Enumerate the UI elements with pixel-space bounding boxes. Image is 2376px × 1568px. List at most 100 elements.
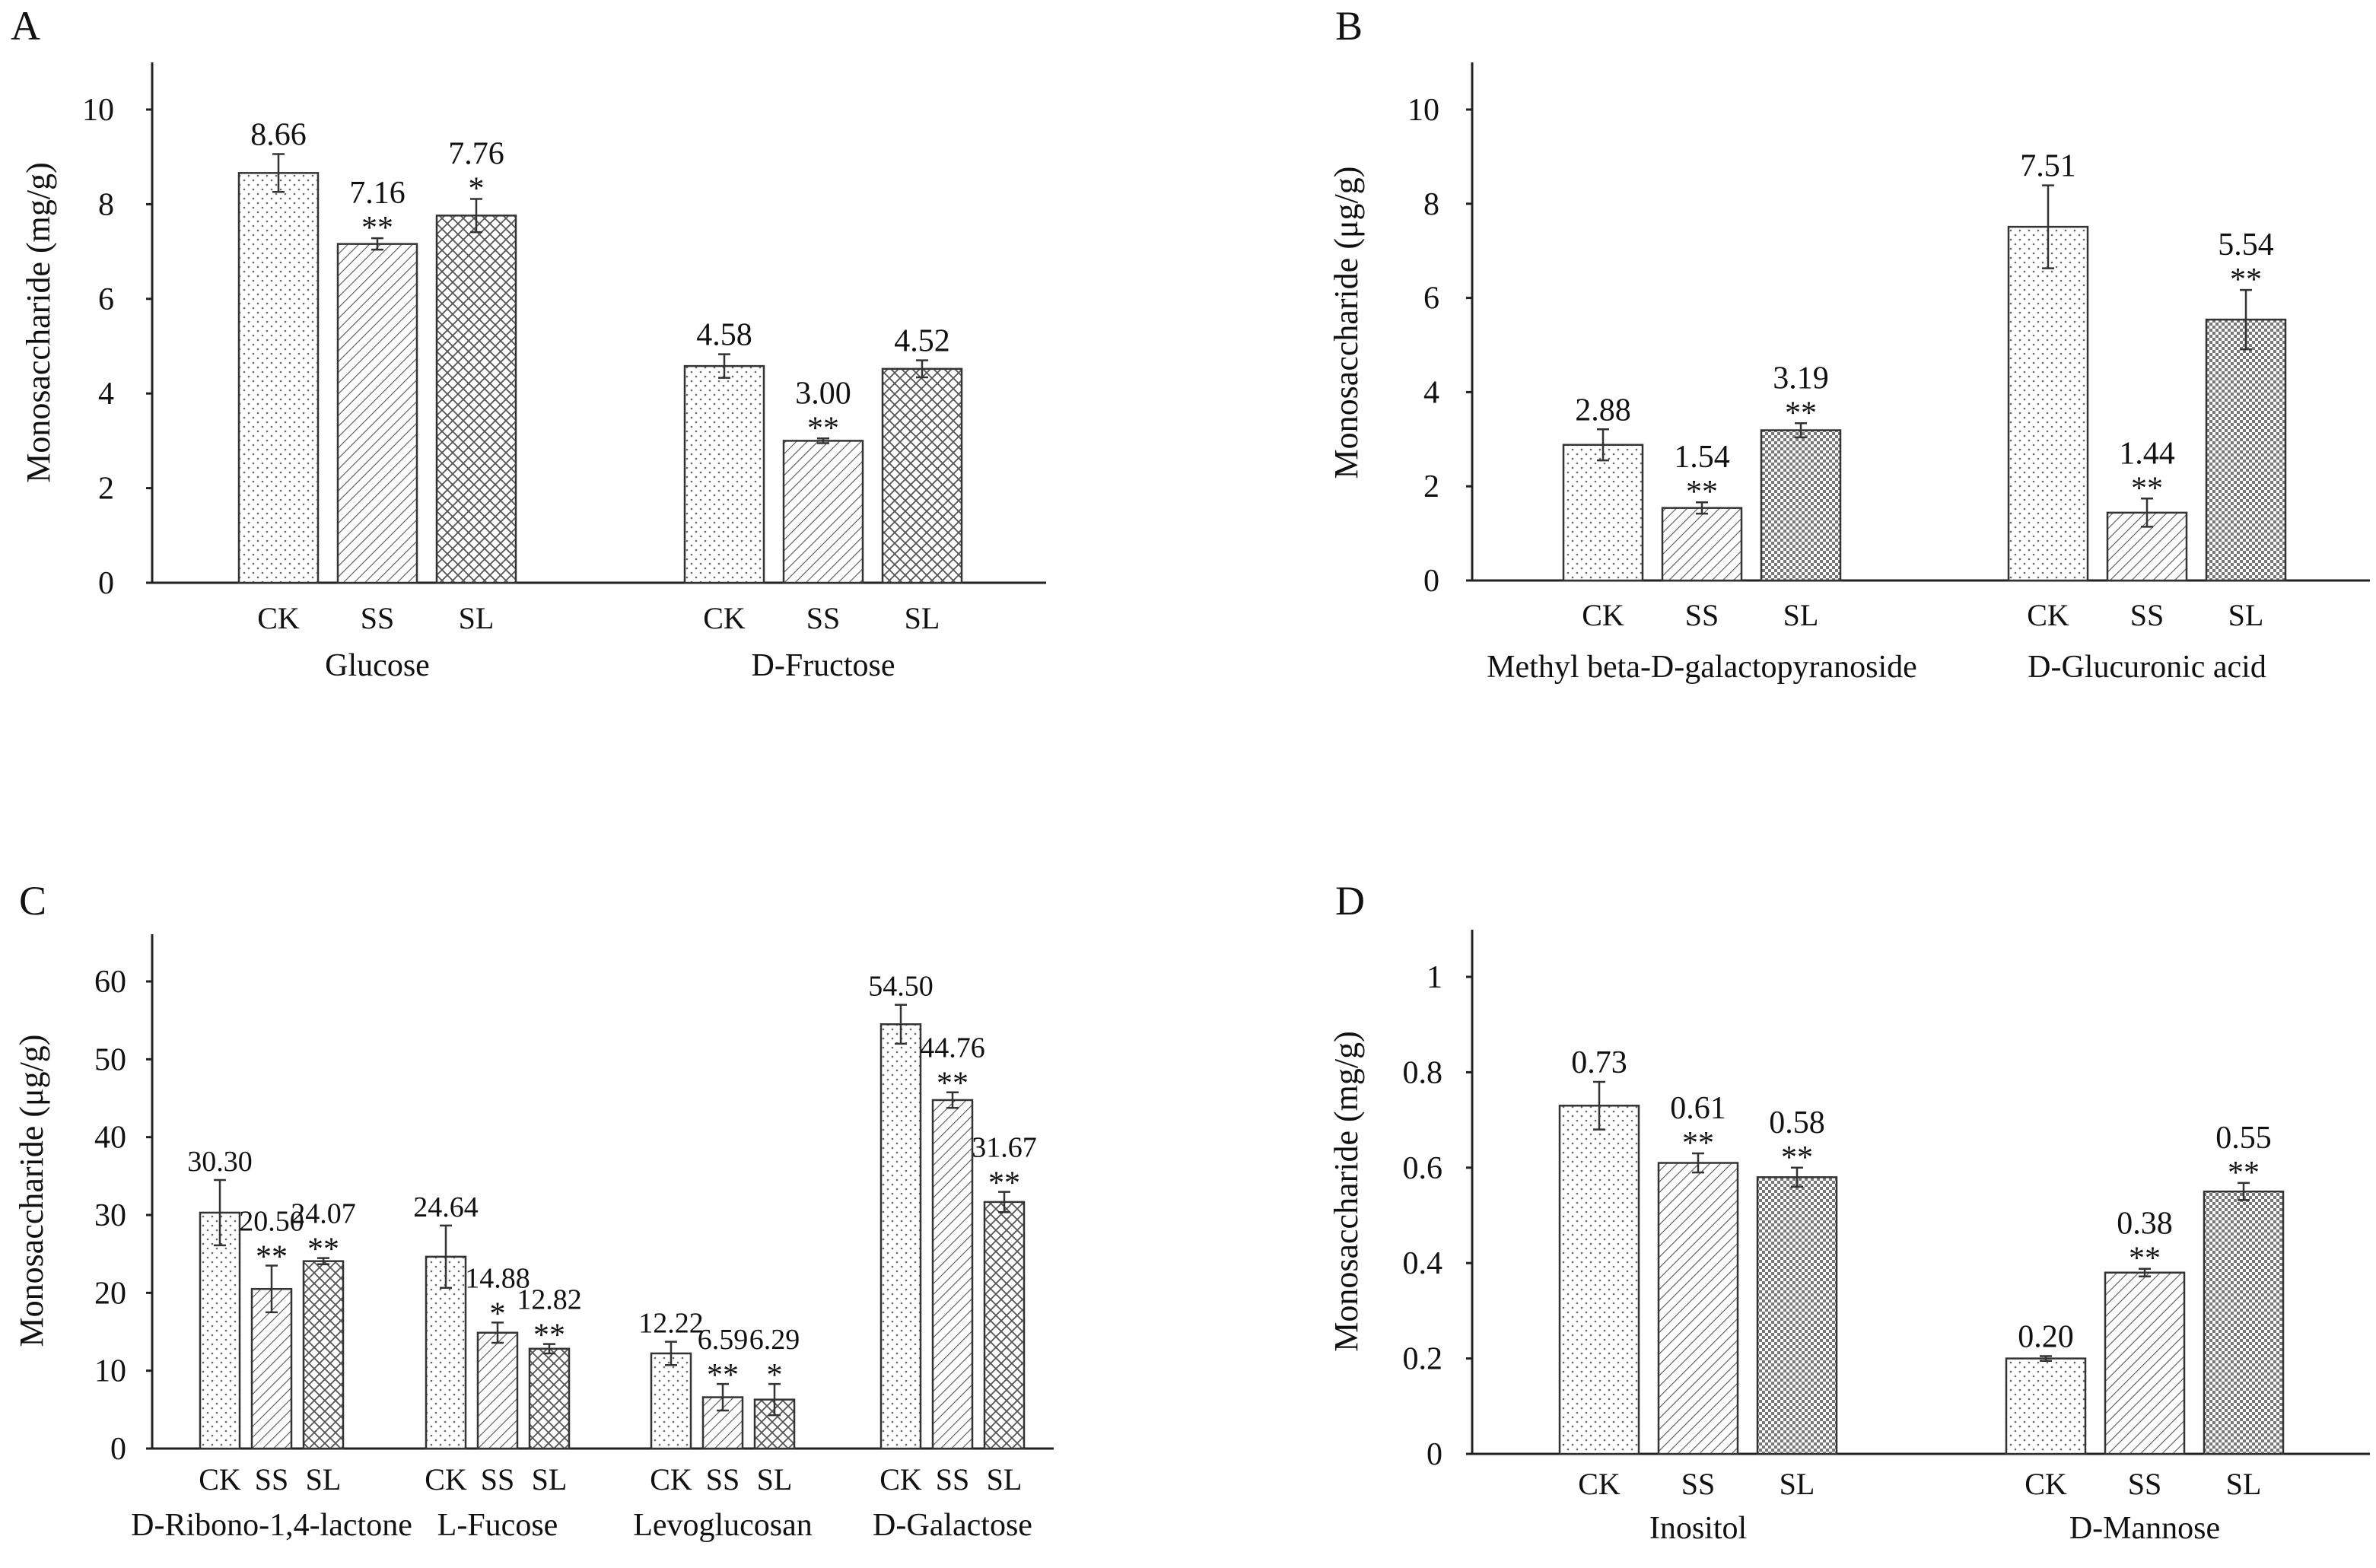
error-bar — [895, 1003, 907, 1045]
bar-group: 4.58 CK **3.00 SS 4.52 SL D-Fructose — [683, 318, 963, 683]
y-tick-label: 4 — [1423, 375, 1439, 410]
bar-ss — [2104, 1271, 2186, 1455]
error-bar — [1597, 428, 1609, 462]
y-axis-title: Monosaccharide (mg/g) — [1328, 1031, 1365, 1352]
value-label: 0.58 — [1769, 1105, 1825, 1140]
bar-sl — [1760, 429, 1842, 582]
y-tick-label: 20 — [94, 1276, 126, 1311]
significance-mark: ** — [1785, 396, 1817, 431]
y-tick-label: 4 — [98, 377, 114, 412]
panel-c: C 0 10 20 30 40 50 60 Monosaccharide (μg/g) 30.30… — [13, 878, 1054, 1543]
bar-group: 30.30 CK **20.50 SS **24.07 SL D-Ribono-1,4-la… — [131, 1146, 412, 1543]
significance-mark: * — [767, 1358, 783, 1393]
value-label: 4.58 — [696, 318, 752, 353]
bar-group: 8.66 CK **7.16 SS *7.76 SL Glucose — [237, 117, 517, 683]
x-category-label: SL — [2226, 1467, 2262, 1501]
y-axis-title: Monosaccharide (μg/g) — [13, 1035, 50, 1347]
significance-mark: ** — [707, 1358, 739, 1393]
x-category-label: CK — [257, 601, 300, 635]
value-label: 3.00 — [795, 376, 851, 411]
bar-sl — [2205, 318, 2287, 582]
value-label: 0.55 — [2215, 1121, 2272, 1156]
value-label: 0.73 — [1571, 1045, 1627, 1080]
bar-sl — [2203, 1190, 2285, 1455]
error-bar — [543, 1343, 555, 1355]
y-tick-label: 50 — [94, 1042, 126, 1077]
group-label: Methyl beta-D-galactopyranoside — [1487, 650, 1917, 685]
group-label: D-Galactose — [873, 1508, 1032, 1543]
x-category-label: SS — [481, 1462, 515, 1496]
x-category-label: SL — [987, 1462, 1023, 1496]
significance-mark: ** — [533, 1318, 565, 1353]
panel-letter: B — [1335, 3, 1363, 49]
group-label: L-Fucose — [437, 1508, 558, 1543]
error-bar — [718, 353, 730, 379]
value-label: 1.54 — [1674, 440, 1730, 475]
bar-group: 24.64 CK *14.88 SS **12.82 SL L-Fucose — [413, 1191, 582, 1543]
error-bar — [2139, 1267, 2151, 1278]
value-label: 14.88 — [465, 1262, 530, 1294]
bar-ss — [1657, 1162, 1739, 1455]
y-tick-label: 1 — [1427, 960, 1442, 995]
error-bar — [440, 1224, 452, 1290]
bar-sl — [435, 215, 517, 584]
value-label: 54.50 — [868, 971, 934, 1003]
x-category-label: SL — [532, 1462, 568, 1496]
y-tick-label: 10 — [1407, 93, 1439, 128]
bar-ck — [199, 1211, 241, 1450]
y-tick-label: 10 — [82, 93, 114, 128]
bar-sl — [528, 1347, 571, 1450]
value-label: 24.07 — [291, 1198, 356, 1230]
error-bar — [998, 1191, 1010, 1213]
bar-ck — [879, 1023, 922, 1450]
value-label: 1.44 — [2119, 436, 2175, 471]
group-label: D-Glucuronic acid — [2028, 650, 2266, 685]
error-bar — [272, 153, 285, 193]
bar-sl — [983, 1201, 1026, 1450]
group-label: Glucose — [325, 648, 430, 683]
x-category-label: CK — [1582, 598, 1624, 632]
value-label: 31.67 — [972, 1132, 1037, 1164]
x-category-label: CK — [425, 1462, 467, 1496]
x-category-label: SL — [1783, 598, 1819, 632]
error-bar — [665, 1341, 677, 1366]
y-tick-label: 0.6 — [1403, 1151, 1443, 1186]
x-category-label: SS — [1685, 598, 1719, 632]
significance-mark: * — [469, 172, 485, 207]
error-bar — [266, 1264, 278, 1314]
x-category-label: SL — [1780, 1467, 1815, 1501]
error-bar — [491, 1322, 504, 1344]
value-label: 12.22 — [638, 1308, 704, 1340]
value-label: 3.19 — [1773, 361, 1829, 396]
value-label: 8.66 — [250, 117, 307, 152]
value-label: 7.16 — [349, 176, 406, 211]
group-label: D-Ribono-1,4-lactone — [131, 1508, 412, 1543]
significance-mark: ** — [2129, 1242, 2161, 1277]
error-bar — [470, 198, 482, 234]
y-tick-label: 0 — [110, 1432, 126, 1467]
y-tick-label: 40 — [94, 1121, 126, 1156]
bar-ss — [250, 1287, 293, 1450]
significance-mark: ** — [1781, 1140, 1813, 1175]
significance-mark: ** — [2131, 471, 2163, 506]
significance-mark: ** — [2230, 262, 2262, 297]
x-category-label: SL — [2228, 598, 2264, 632]
group-label: Inositol — [1649, 1511, 1747, 1546]
bar-ck — [2005, 1357, 2087, 1455]
error-bar — [2042, 184, 2054, 269]
bar-ck — [650, 1352, 692, 1450]
error-bar — [1692, 1152, 1704, 1174]
x-category-label: SS — [1681, 1467, 1716, 1501]
group-label: Levoglucosan — [633, 1508, 813, 1543]
value-label: 24.64 — [413, 1191, 479, 1223]
value-label: 5.54 — [2218, 227, 2274, 262]
error-bar — [768, 1382, 781, 1417]
y-axis-title: Monosaccharide (μg/g) — [1328, 167, 1365, 479]
value-label: 6.59 — [698, 1324, 749, 1356]
x-category-label: SL — [757, 1462, 793, 1496]
bar-ck — [1562, 444, 1644, 582]
panel-letter: D — [1335, 878, 1365, 924]
